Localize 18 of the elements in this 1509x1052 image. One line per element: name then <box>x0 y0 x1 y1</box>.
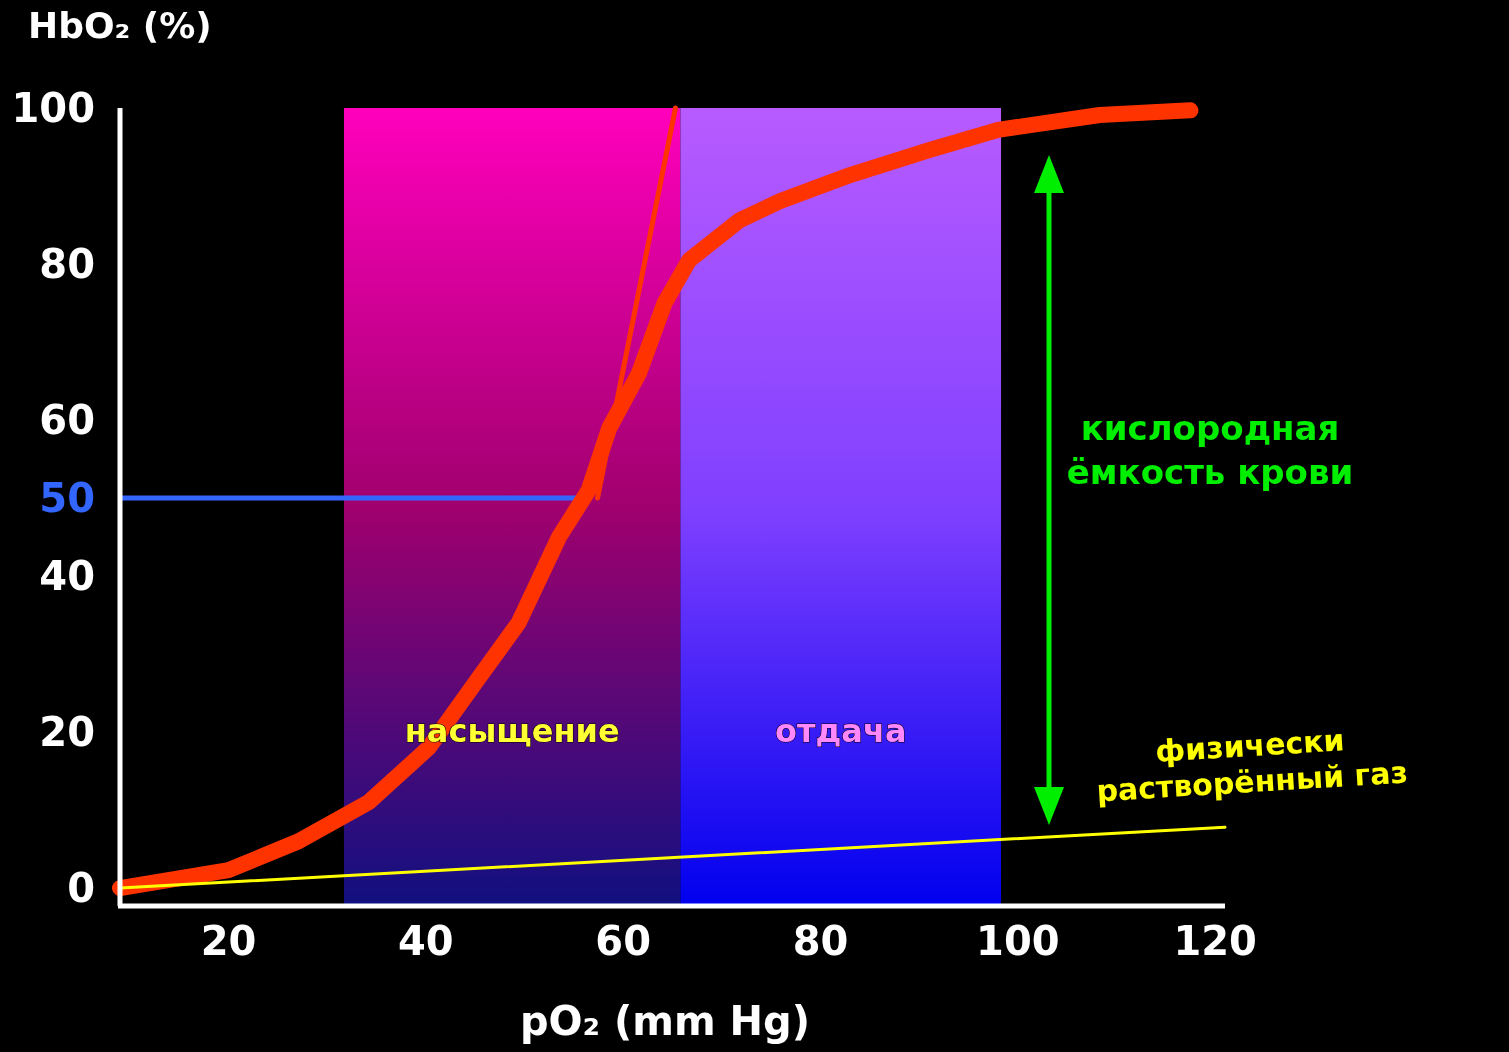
band-label: отдача <box>774 712 907 750</box>
x-tick-label: 60 <box>595 918 652 964</box>
x-axis-title: pO₂ (mm Hg) <box>519 998 811 1044</box>
y-axis-title: HbO₂ (%) <box>28 5 212 46</box>
y-tick-label: 80 <box>39 241 95 288</box>
y-tick-label: 20 <box>39 709 95 756</box>
y-tick-label: 40 <box>39 553 95 600</box>
x-tick-label: 20 <box>200 918 257 964</box>
x-tick-label: 80 <box>792 918 849 964</box>
x-tick-label: 100 <box>976 918 1060 964</box>
y-tick-label: 60 <box>39 397 95 444</box>
y-tick-label: 0 <box>67 865 95 912</box>
ref-line-label: 50 <box>39 475 95 522</box>
annotation: кислородная ёмкость крови <box>1066 408 1354 492</box>
x-tick-label: 40 <box>398 918 454 964</box>
y-tick-label: 100 <box>11 85 95 131</box>
x-tick-label: 120 <box>1173 918 1257 964</box>
annotation: физически растворённый газ <box>1095 722 1409 809</box>
